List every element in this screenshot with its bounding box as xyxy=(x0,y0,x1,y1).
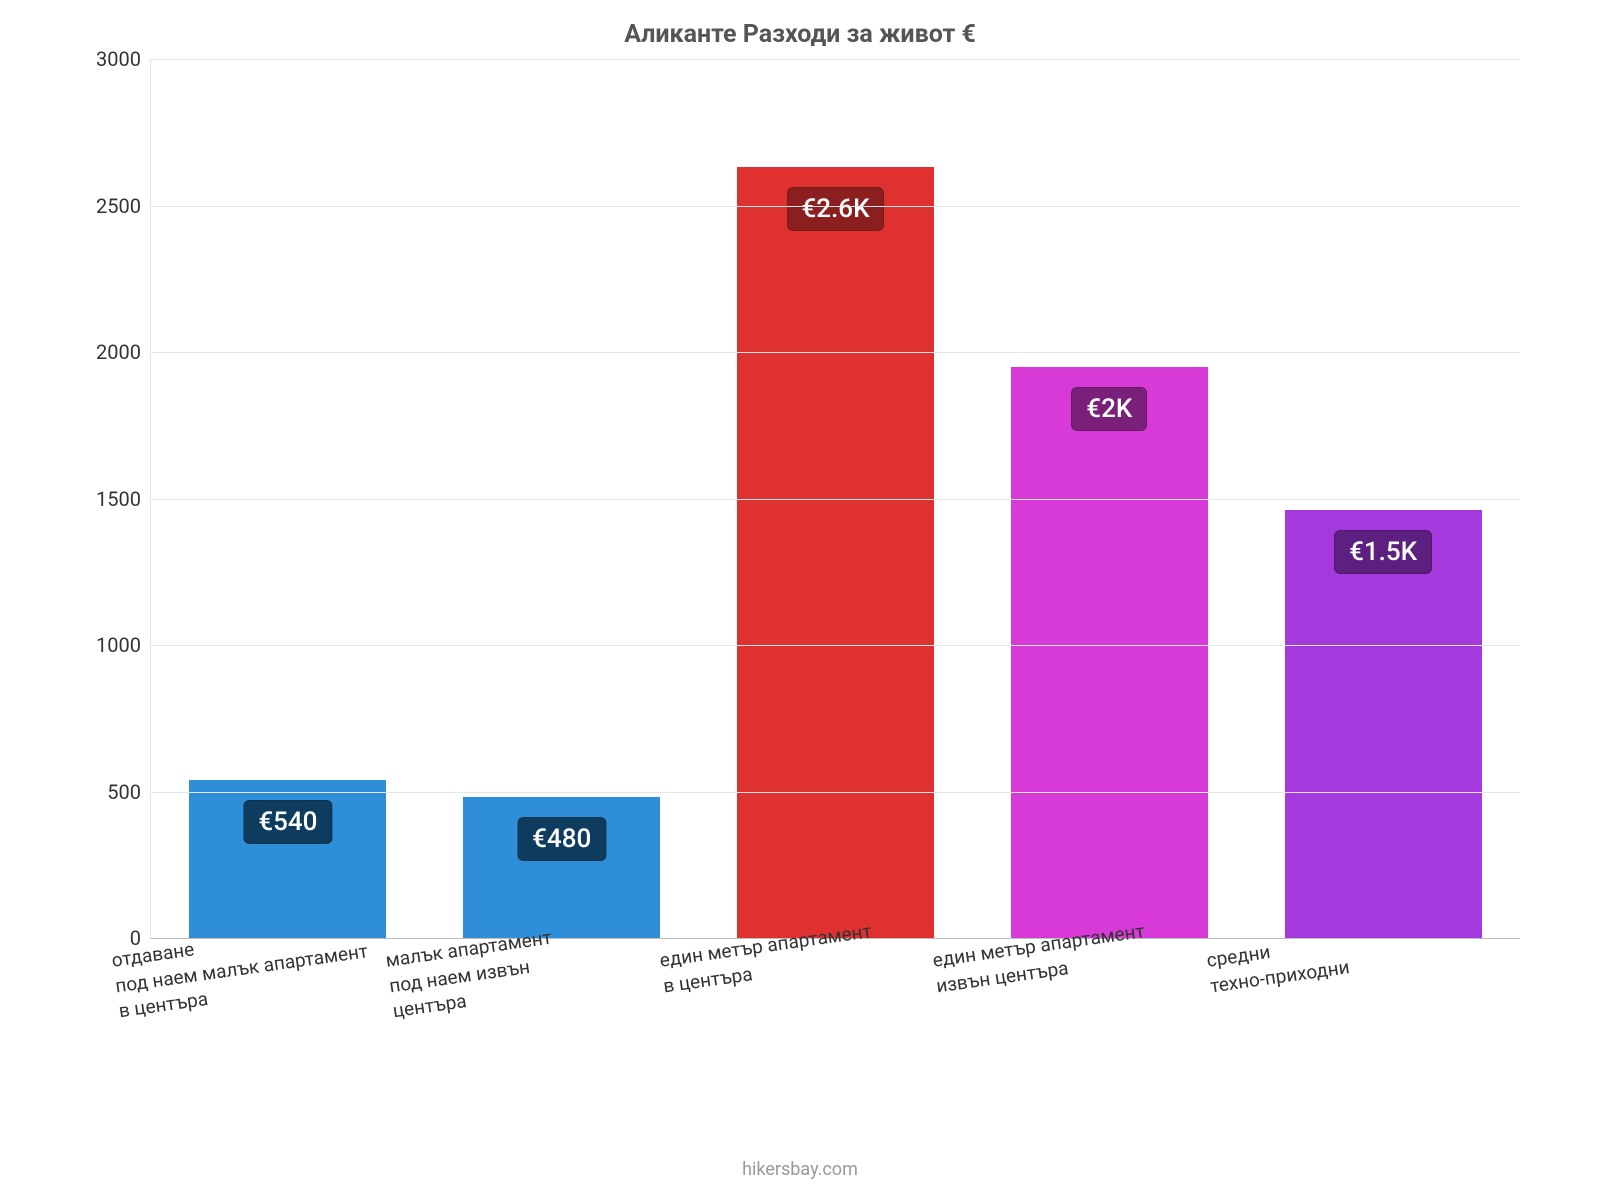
y-tick-label: 2000 xyxy=(81,340,141,364)
y-tick-label: 1500 xyxy=(81,487,141,511)
y-tick-label: 2500 xyxy=(81,194,141,218)
bar xyxy=(1011,367,1208,938)
plot-area: €540€480€2.6K€2K€1.5K 050010001500200025… xyxy=(150,59,1520,939)
gridline xyxy=(151,499,1520,500)
value-label: €1.5K xyxy=(1334,530,1432,574)
y-tick-label: 3000 xyxy=(81,47,141,71)
gridline xyxy=(151,645,1520,646)
value-label: €2.6K xyxy=(787,187,885,231)
bar xyxy=(737,167,934,938)
y-tick-label: 1000 xyxy=(81,633,141,657)
value-label: €540 xyxy=(243,800,332,844)
value-label: €2K xyxy=(1071,387,1147,431)
x-axis-labels: отдаванепод наем малък апартаментв центъ… xyxy=(110,942,1560,1102)
gridline xyxy=(151,59,1520,60)
value-label: €480 xyxy=(517,817,606,861)
x-axis-label: среднитехно-приходни xyxy=(1205,928,1351,998)
gridline xyxy=(151,206,1520,207)
chart-title: Аликанте Разходи за живот € xyxy=(40,20,1560,49)
gridline xyxy=(151,792,1520,793)
chart-container: Аликанте Разходи за живот € €540 €480 €2.6… xyxy=(0,0,1600,1200)
bar xyxy=(1285,510,1482,938)
x-axis-label: малък апартаментпод наем извънцентъра xyxy=(384,925,560,1024)
attribution: hikersbay.com xyxy=(0,1159,1600,1180)
gridline xyxy=(151,352,1520,353)
y-tick-label: 500 xyxy=(81,780,141,804)
